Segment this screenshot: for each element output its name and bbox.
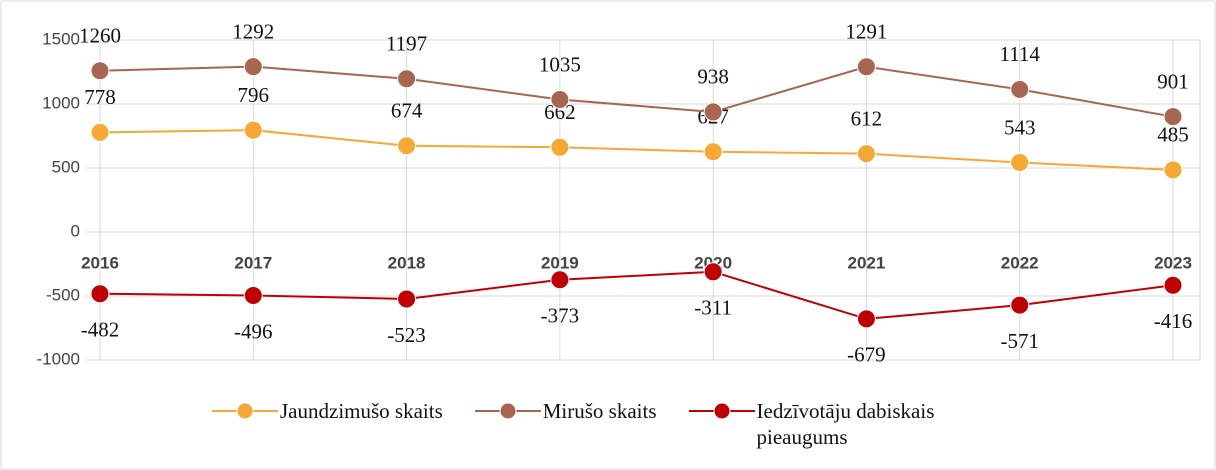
legend-label: Jaundzimušo skaits: [280, 399, 443, 423]
data-label: 901: [1157, 69, 1189, 93]
data-point: [703, 262, 723, 282]
x-tick-label: 2017: [234, 253, 272, 272]
data-point: [243, 285, 263, 305]
legend-marker: [236, 402, 254, 420]
data-label: -311: [694, 296, 732, 320]
data-label: -496: [234, 319, 273, 343]
data-label: 674: [391, 99, 423, 123]
y-tick-label: -1000: [37, 349, 80, 368]
data-point: [90, 122, 110, 142]
data-point: [397, 69, 417, 89]
legend-swatch: [212, 402, 278, 420]
legend-item: Iedzīvotāju dabiskais pieaugums: [687, 398, 987, 450]
data-point: [1163, 275, 1183, 295]
data-label: 1292: [232, 19, 274, 43]
data-point: [397, 136, 417, 156]
data-point: [856, 57, 876, 77]
legend-swatch: [688, 402, 755, 420]
legend-label: Iedzīvotāju dabiskais pieaugums: [756, 399, 935, 449]
y-tick-label: 500: [52, 157, 80, 176]
data-point: [550, 270, 570, 290]
data-label: -571: [1000, 329, 1039, 353]
data-label: 485: [1157, 123, 1189, 147]
data-point: [856, 144, 876, 164]
series-line: [99, 270, 1174, 320]
x-tick-label: 2021: [848, 253, 886, 272]
data-point: [1010, 79, 1030, 99]
data-point: [1010, 295, 1030, 315]
data-point: [1010, 152, 1030, 172]
data-point: [397, 289, 417, 309]
data-label: -416: [1154, 309, 1193, 333]
x-tick-label: 2016: [81, 253, 119, 272]
data-point: [550, 90, 570, 110]
data-label: 1035: [539, 52, 581, 76]
data-point: [703, 142, 723, 162]
data-label: -373: [541, 304, 580, 328]
series-line: [99, 129, 1174, 171]
legend-swatch: [474, 402, 541, 420]
x-tick-label: 2023: [1154, 253, 1192, 272]
data-label: -482: [81, 318, 120, 342]
data-label: 938: [697, 65, 729, 89]
data-point: [703, 102, 723, 122]
data-label: -679: [847, 343, 886, 367]
x-tick-label: 2019: [541, 253, 579, 272]
data-label: 1197: [386, 32, 427, 56]
data-label: 612: [851, 106, 883, 130]
data-point: [1163, 107, 1183, 127]
legend: Jaundzimušo skaits Mirušo skaits Iedzīvotā…: [210, 398, 987, 450]
data-label: 1260: [79, 24, 121, 48]
legend-item: Mirušo skaits: [473, 398, 657, 450]
data-point: [550, 137, 570, 157]
data-label: -523: [387, 323, 426, 347]
data-point: [243, 120, 263, 140]
data-point: [90, 61, 110, 81]
data-point: [1163, 160, 1183, 180]
data-label: 796: [238, 83, 270, 107]
data-label: 543: [1004, 115, 1036, 139]
y-tick-label: 1000: [42, 93, 80, 112]
y-tick-label: 1500: [42, 29, 80, 48]
series-line: [99, 65, 1174, 118]
legend-marker: [499, 402, 517, 420]
y-tick-label: 0: [71, 221, 80, 240]
data-point: [90, 284, 110, 304]
legend-label: Mirušo skaits: [542, 399, 657, 423]
data-label: 1114: [999, 42, 1040, 66]
x-tick-label: 2018: [388, 253, 426, 272]
x-tick-label: 2022: [1001, 253, 1039, 272]
legend-item: Jaundzimušo skaits: [210, 398, 443, 450]
data-label: 778: [84, 85, 116, 109]
legend-marker: [713, 402, 731, 420]
data-label: 1291: [845, 20, 887, 44]
y-tick-label: -500: [46, 285, 80, 304]
data-point: [243, 57, 263, 77]
data-point: [856, 309, 876, 329]
